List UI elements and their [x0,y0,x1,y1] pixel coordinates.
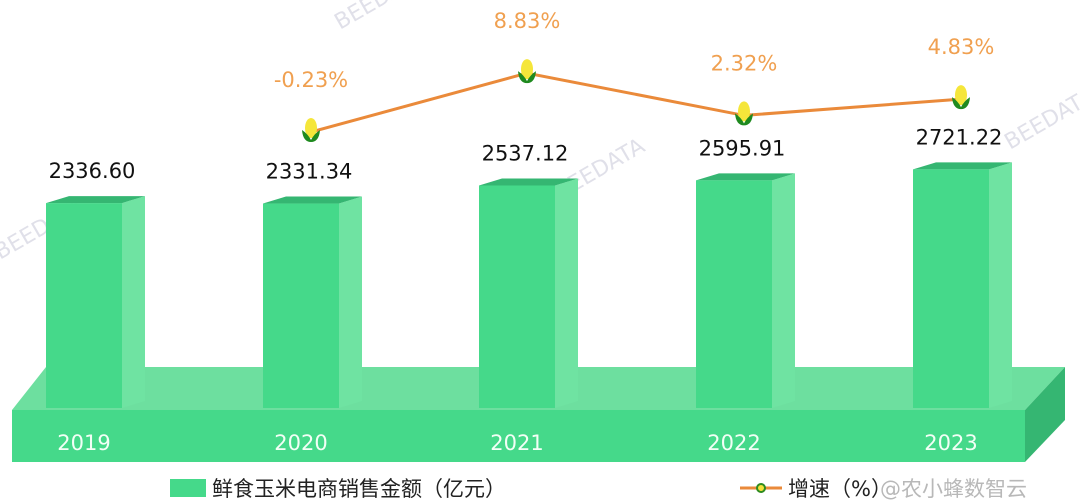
bar-top [696,173,795,181]
bar-front [263,203,339,408]
bar-top [913,162,1012,170]
bar-value-label: 2721.22 [916,125,1003,149]
bar-side [772,173,795,408]
legend: 鲜食玉米电商销售金额（亿元） 增速（%） @农小蜂数智云 [170,477,1027,501]
bar-2021: 2537.12 [479,141,578,408]
bar-value-label: 2595.91 [699,136,786,160]
bar-front [913,169,989,408]
growth-value-label: -0.23% [274,68,348,92]
bar-front [46,203,122,408]
corn-icon [735,101,753,126]
bar-value-label: 2537.12 [482,141,569,165]
bar-2022: 2595.91 [696,136,795,408]
growth-value-label: 4.83% [928,35,995,59]
legend-label-line: 增速（%） [788,477,892,501]
growth-line [310,71,962,134]
bar-top [263,196,362,204]
corn-icon [518,59,536,84]
bar-top [479,178,578,186]
watermark-text: @农小蜂数智云 [880,477,1027,501]
corn-icon [756,483,766,493]
legend-label-bar: 鲜食玉米电商销售金额（亿元） [212,477,506,501]
bar-value-label: 2331.34 [266,160,353,184]
legend-swatch-bar [170,479,206,497]
corn-icon [302,117,320,142]
x-tick-label: 2023 [924,431,977,455]
growth-value-label: 8.83% [494,9,561,33]
x-tick-label: 2022 [707,431,760,455]
bar-side [989,162,1012,408]
bar-2019: 2336.60 [46,159,145,408]
x-tick-label: 2021 [490,431,543,455]
bar-top [46,196,145,204]
corn-icon [952,85,970,110]
bar-front [696,180,772,408]
x-tick-label: 2019 [57,431,110,455]
bar-side [555,178,578,408]
bar-front [479,185,555,408]
bar-side [122,196,145,408]
bar-2020: 2331.34 [263,160,362,408]
bar-side [339,196,362,408]
growth-value-label: 2.32% [711,51,778,75]
svg-text:BEEDATA: BEEDATA [331,0,430,35]
x-tick-label: 2020 [274,431,327,455]
bar-value-label: 2336.60 [49,159,136,183]
svg-text:BEEDATA: BEEDATA [1001,84,1080,155]
bar-2023: 2721.22 [913,125,1012,408]
